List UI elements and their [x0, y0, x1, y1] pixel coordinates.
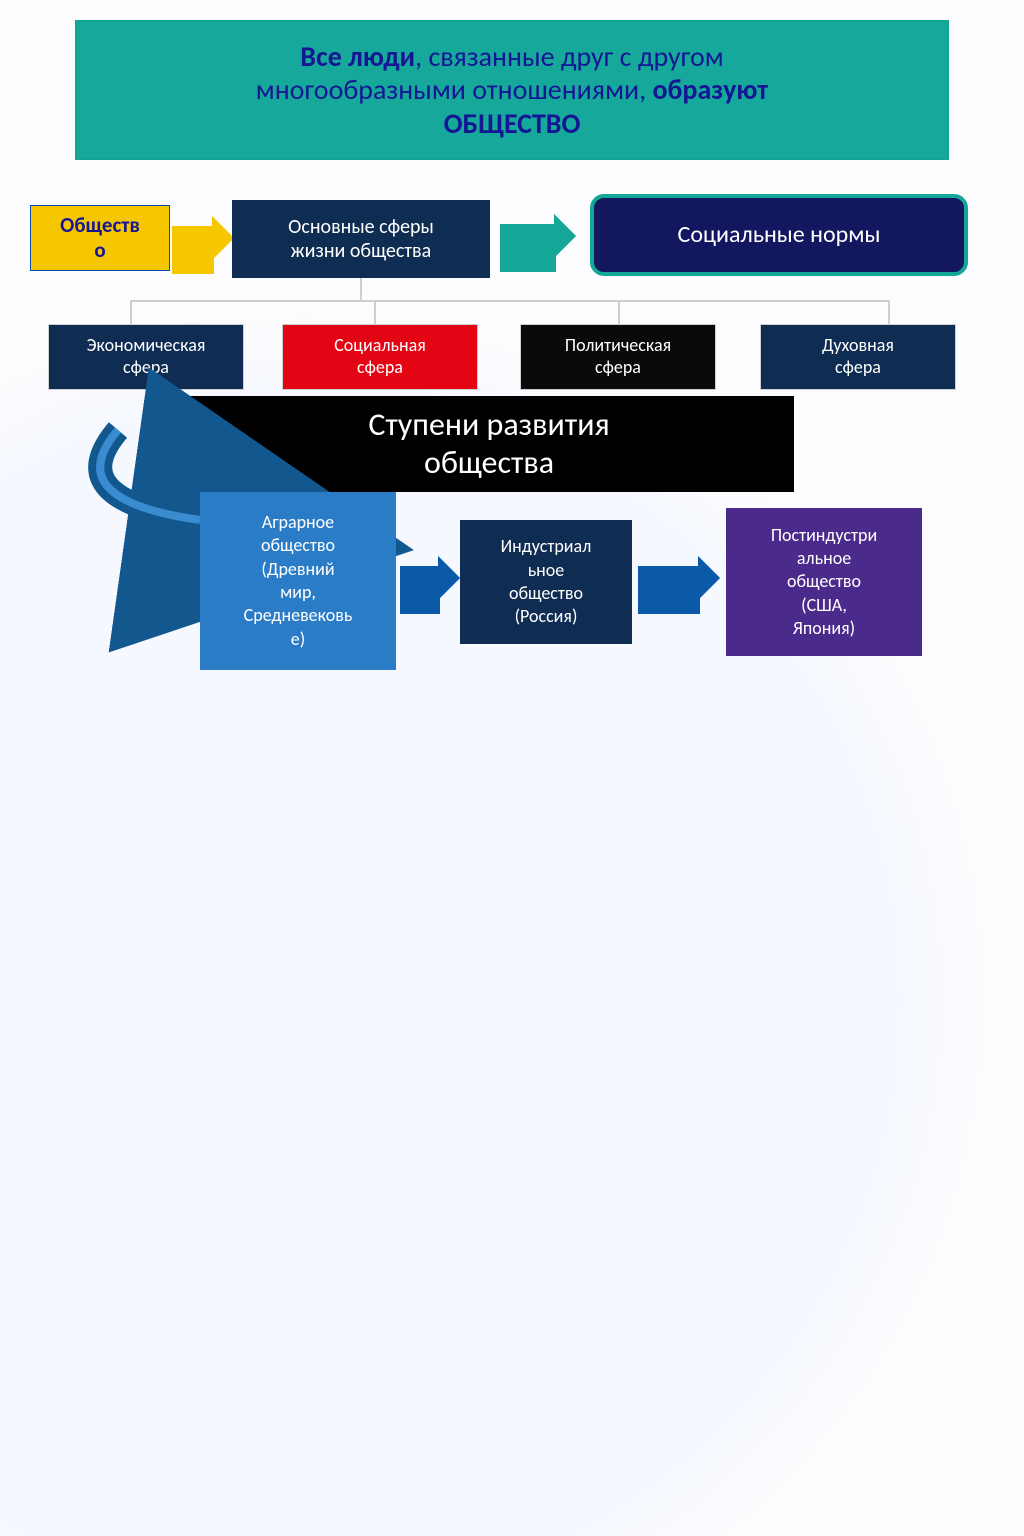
stages-title-box: Ступени развития общества — [184, 396, 794, 492]
main-spheres-box: Основные сферы жизни общества — [232, 200, 490, 278]
stage-1: Индустриал ьное общество (Россия) — [460, 520, 632, 644]
stage-2: Постиндустри альное общество (США, Япони… — [726, 508, 922, 656]
sphere-2: Политическая сфера — [520, 324, 716, 390]
stage-arrow-0 — [400, 566, 440, 614]
arrow-spheres-to-norms — [500, 224, 556, 272]
title-banner: Все люди, связанные друг с другоммногооб… — [75, 20, 949, 160]
sphere-1: Социальная сфера — [282, 324, 478, 390]
stage-arrow-1 — [638, 566, 700, 614]
sphere-3: Духовная сфера — [760, 324, 956, 390]
sphere-0: Экономическая сфера — [48, 324, 244, 390]
stage-0: Аграрное общество (Древний мир, Средневе… — [200, 492, 396, 670]
arrow-society-to-spheres — [172, 226, 214, 274]
social-norms-box: Социальные нормы — [590, 194, 968, 276]
society-box: Обществ о — [30, 205, 170, 271]
